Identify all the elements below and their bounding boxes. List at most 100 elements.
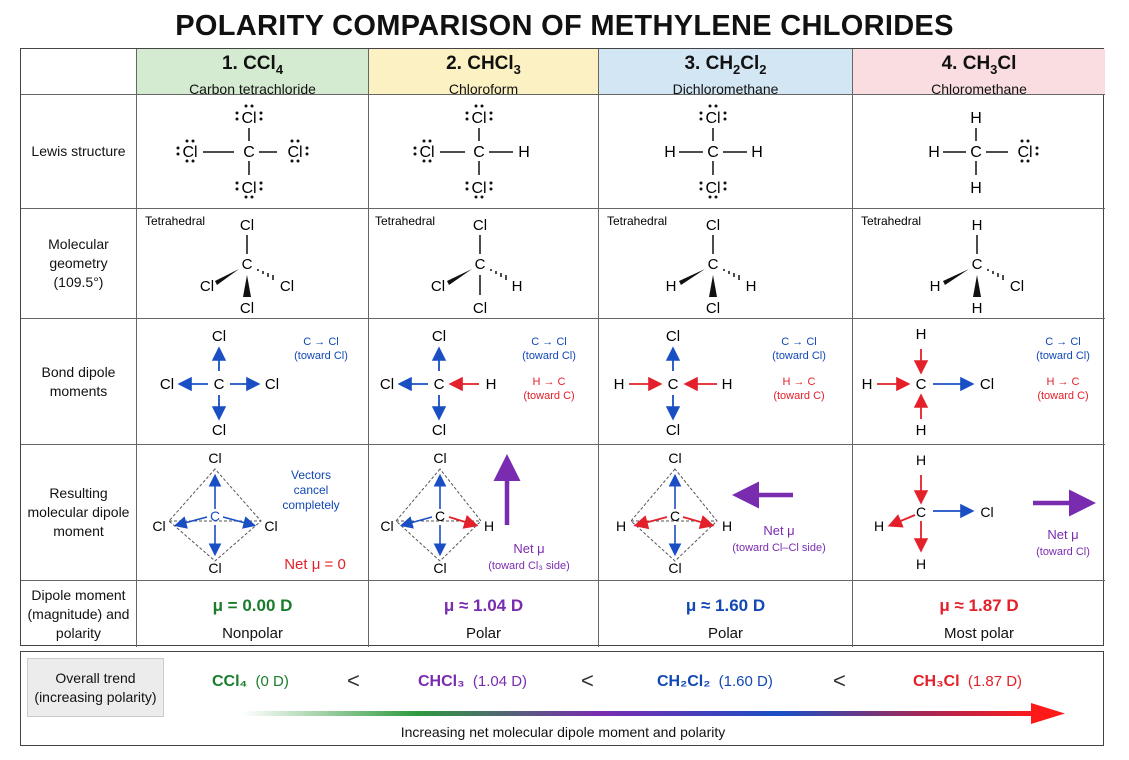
dipole-arrow (448, 514, 479, 529)
atom-cl: Cl (705, 110, 720, 127)
bond-note: H → C (783, 376, 816, 388)
atom-h: H (666, 278, 677, 295)
atom-cl: Cl (668, 450, 681, 466)
column-header-ccl4: 1. CCl4 Carbon tetrachloride (137, 49, 369, 95)
atom-cl: Cl (241, 180, 256, 197)
atom-cl: Cl (706, 300, 720, 317)
dipole-arrow (399, 473, 447, 557)
net-dipole-direction: (toward Cl) (1036, 546, 1090, 558)
column-header-ch2cl2: 3. CH2Cl2 Dichloromethane (599, 49, 853, 95)
atom-c: C (970, 144, 982, 161)
column-header-name: Chloroform (448, 80, 519, 95)
geometry-label: Tetrahedral (145, 214, 205, 228)
atom-c: C (243, 144, 255, 161)
atom-c: C (707, 144, 719, 161)
dipole-moment-ch2cl2: μ ≈ 1.60 D Polar (599, 581, 853, 647)
wedge-bond (447, 269, 472, 285)
atom-cl: Cl (380, 376, 394, 393)
less-than-sign: < (833, 668, 846, 693)
atom-c: C (473, 144, 485, 161)
atom-h: H (722, 518, 732, 534)
row-label-geometry: Molecular geometry (109.5°) (21, 209, 137, 319)
atom-h: H (751, 144, 763, 161)
less-than-sign: < (581, 668, 594, 693)
atom-cl: Cl (473, 300, 487, 317)
page-title: POLARITY COMPARISON OF METHYLENE CHLORID… (175, 10, 954, 42)
resulting-ch2cl2: C Cl Cl H H Net μ (toward Cl–Cl side) (599, 445, 853, 581)
atom-cl: Cl (241, 110, 256, 127)
cancel-note: completely (282, 498, 339, 512)
atom-h: H (916, 452, 926, 468)
lewis-ch2cl2: C Cl Cl H H (599, 95, 853, 209)
atom-h: H (484, 518, 494, 534)
geometry-label: Tetrahedral (607, 214, 667, 228)
atom-cl: Cl (240, 217, 254, 234)
bond-note: C → Cl (781, 336, 816, 348)
polarity-label: Most polar (943, 625, 1015, 642)
net-dipole-direction: (toward Cl–Cl side) (732, 542, 826, 554)
atom-h: H (972, 217, 983, 234)
column-header-ch3cl: 4. CH3Cl Chloromethane (853, 49, 1105, 95)
trend-item-chcl3: CHCl₃ (1.04 D) (418, 673, 527, 691)
dipole-value: μ = 0.00 D (212, 596, 293, 615)
net-dipole-label: Net μ (513, 541, 544, 556)
atom-c: C (916, 504, 926, 520)
dipole-arrow (397, 346, 447, 421)
atom-cl: Cl (380, 518, 393, 534)
atom-cl: Cl (265, 376, 279, 393)
atom-h: H (614, 376, 625, 393)
atom-h: H (972, 300, 983, 317)
row-label-lewis: Lewis structure (21, 95, 137, 209)
atom-cl: Cl (287, 144, 302, 161)
bond-dipole-ch3cl: C H H H Cl C → Cl (toward Cl) H → C (tow… (853, 319, 1105, 445)
trend-formula: CH₃Cl (913, 673, 960, 690)
row-label-resulting: Resulting molecular dipole moment (21, 445, 137, 581)
polarity-label: Nonpolar (222, 625, 283, 642)
overall-trend: Overall trend (increasing polarity) CCl₄… (20, 651, 1104, 746)
bond-note: H → C (533, 376, 566, 388)
trend-gradient-arrow (243, 703, 1065, 724)
atom-cl: Cl (240, 300, 254, 317)
atom-h: H (928, 144, 940, 161)
atom-cl: Cl (433, 560, 446, 576)
net-dipole-label: Net μ = 0 (284, 556, 346, 573)
column-header-formula: 3. CH2Cl2 (684, 53, 767, 77)
trend-item-ch2cl2: CH₂Cl₂ (1.60 D) (657, 673, 773, 691)
atom-cl: Cl (980, 376, 994, 393)
bond-note: C → Cl (303, 336, 338, 348)
atom-h: H (486, 376, 497, 393)
resulting-ch3cl: C H H H Cl Net μ (toward Cl) (853, 445, 1105, 581)
column-header-formula: 1. CCl4 (221, 53, 284, 77)
atom-cl: Cl (264, 518, 277, 534)
atom-cl: Cl (419, 144, 434, 161)
lewis-ch3cl: C H H H Cl (853, 95, 1105, 209)
wedge-bond (243, 275, 251, 297)
bond-note: (toward Cl) (772, 350, 826, 362)
bond-note: (toward Cl) (522, 350, 576, 362)
geometry-ch2cl2: Tetrahedral Cl C H H Cl (599, 209, 853, 319)
atom-cl: Cl (280, 278, 294, 295)
geometry-ccl4: Tetrahedral Cl C Cl Cl Cl (137, 209, 369, 319)
trend-value: (1.87 D) (967, 673, 1023, 690)
trend-value: (1.60 D) (718, 673, 773, 690)
dash-bond (490, 269, 507, 280)
bond-dipole-ch2cl2: C Cl Cl H H C → Cl (toward Cl) H → C (to… (599, 319, 853, 445)
atom-cl: Cl (432, 328, 446, 345)
atom-c: C (916, 376, 927, 393)
wedge-bond (679, 269, 705, 285)
dipole-value: μ ≈ 1.04 D (443, 596, 524, 615)
dipole-arrow (887, 475, 929, 553)
less-than-sign: < (347, 668, 360, 693)
trend-value: (0 D) (255, 673, 289, 690)
atom-c: C (708, 256, 719, 273)
bond-dipole-chcl3: C Cl Cl Cl H C → Cl (toward Cl) H → C (t… (369, 319, 599, 445)
geometry-ch3cl: Tetrahedral H C H Cl H (853, 209, 1105, 319)
column-header-name: Carbon tetrachloride (189, 80, 316, 95)
column-header-chcl3: 2. CHCl3 Chloroform (369, 49, 599, 95)
column-header-name: Chloromethane (931, 80, 1027, 95)
bond-dipole-ccl4: C Cl Cl Cl Cl C → Cl (toward Cl) (137, 319, 369, 445)
atom-cl: Cl (1010, 278, 1024, 295)
table-corner (21, 49, 137, 95)
geometry-label: Tetrahedral (375, 214, 435, 228)
net-dipole-label: Net μ (763, 523, 794, 538)
